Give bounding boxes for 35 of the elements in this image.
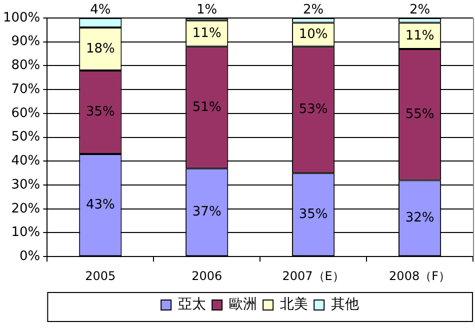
data-label: 1% <box>196 2 218 18</box>
data-label: 32% <box>405 210 434 226</box>
data-label: 10% <box>298 27 328 42</box>
legend-label: 其他 <box>331 296 360 313</box>
y-tick-label: 20% <box>11 201 40 216</box>
y-tick-label: 100% <box>2 10 40 26</box>
y-tick-label: 10% <box>11 225 40 240</box>
data-label: 2% <box>303 2 324 18</box>
data-label: 2% <box>409 2 430 18</box>
data-label: 43% <box>86 197 115 212</box>
x-tick-label: 2006 <box>192 268 222 283</box>
data-label: 35% <box>298 206 328 222</box>
legend-label: 歐洲 <box>229 296 258 313</box>
x-tick-label: 2007（E） <box>282 268 344 283</box>
data-label: 11% <box>405 28 434 44</box>
y-tick-label: 40% <box>11 154 40 169</box>
y-tick-label: 80% <box>11 58 40 74</box>
legend-label: 北美 <box>280 296 308 313</box>
y-tick-label: 70% <box>11 82 40 97</box>
data-label: 35% <box>86 104 115 120</box>
y-tick-label: 50% <box>11 130 40 145</box>
y-tick-label: 0% <box>20 248 40 264</box>
data-label: 18% <box>86 41 115 56</box>
y-tick-label: 90% <box>11 34 40 50</box>
data-label: 51% <box>192 100 222 115</box>
data-label: 4% <box>90 2 111 18</box>
x-tick-label: 2008（F） <box>389 268 450 283</box>
legend-label: 亞太 <box>178 296 206 313</box>
y-tick-label: 60% <box>11 106 40 121</box>
data-label: 55% <box>405 107 434 122</box>
data-label: 37% <box>192 204 222 220</box>
x-tick-label: 2005 <box>85 268 116 283</box>
y-tick-label: 30% <box>11 177 40 192</box>
data-label: 53% <box>298 102 328 118</box>
data-label: 11% <box>192 26 222 41</box>
